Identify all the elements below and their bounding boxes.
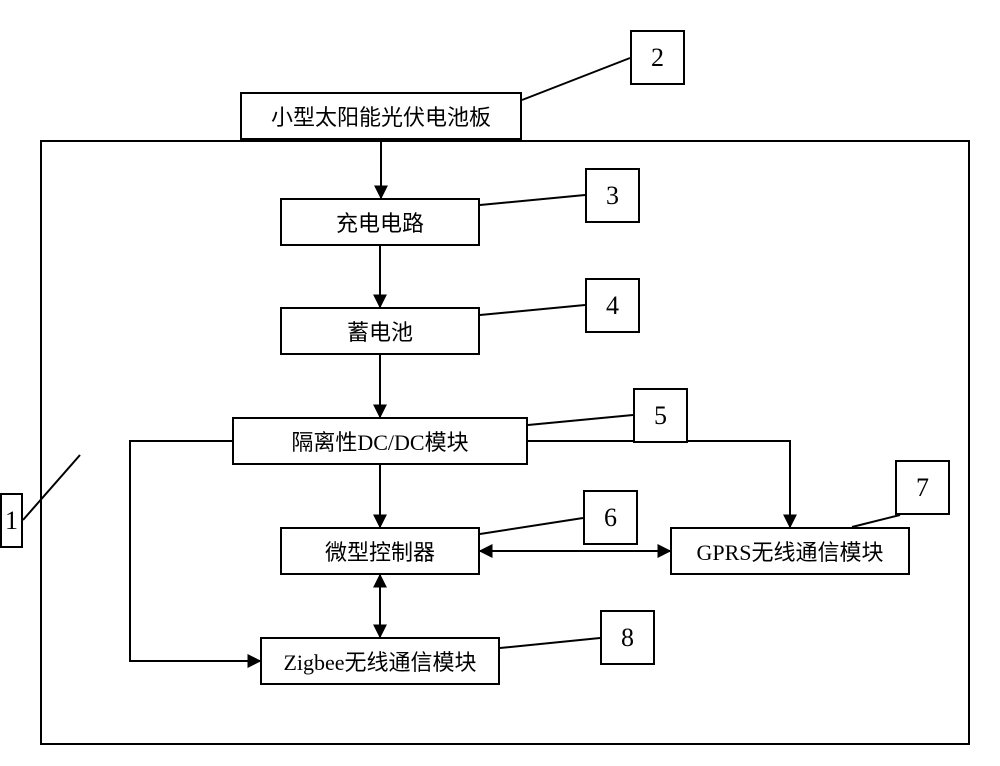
- callout-6: 6: [583, 490, 638, 545]
- node-microcontroller: 微型控制器: [280, 527, 480, 575]
- node-charging-circuit: 充电电路: [280, 198, 480, 246]
- node-solar-panel: 小型太阳能光伏电池板: [240, 92, 522, 140]
- node-zigbee: Zigbee无线通信模块: [260, 637, 500, 685]
- node-dcdc: 隔离性DC/DC模块: [232, 417, 528, 465]
- callout-2: 2: [630, 30, 685, 85]
- node-battery: 蓄电池: [280, 307, 480, 355]
- callout-3: 3: [585, 168, 640, 223]
- callout-7: 7: [895, 460, 950, 515]
- callout-8: 8: [600, 610, 655, 665]
- callout-1: 1: [0, 493, 23, 548]
- callout-5: 5: [633, 388, 688, 443]
- callout-4: 4: [585, 278, 640, 333]
- node-gprs: GPRS无线通信模块: [670, 527, 910, 575]
